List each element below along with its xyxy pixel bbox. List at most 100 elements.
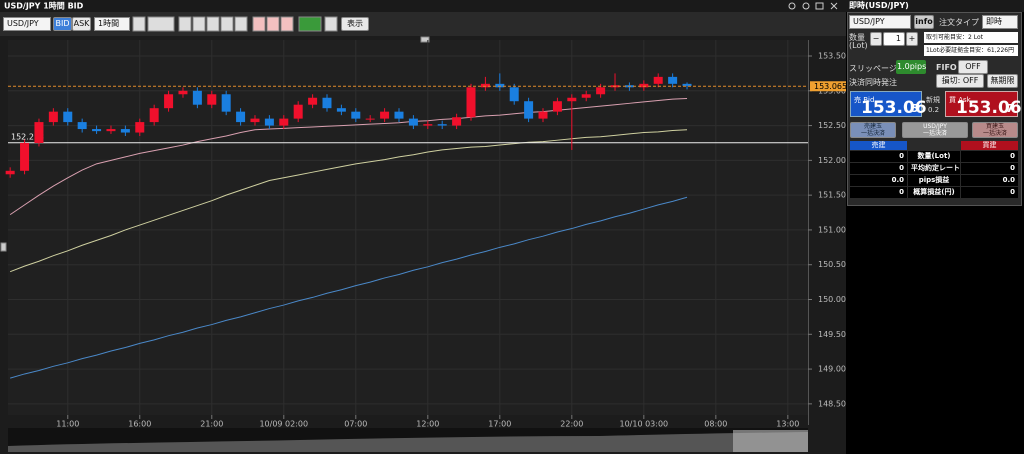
icon-btn[interactable] — [178, 16, 192, 32]
timeframe-select[interactable]: 1時間 — [94, 17, 130, 31]
qty-plus[interactable]: + — [906, 32, 918, 46]
candle-body — [351, 111, 361, 119]
bid-button[interactable]: BID — [53, 17, 72, 31]
position-cell: 概算損益(円) — [908, 187, 960, 198]
expiry-button[interactable]: 無期限 — [987, 74, 1018, 88]
candle-body — [538, 111, 548, 119]
candle-body — [524, 101, 534, 119]
icon-btn[interactable] — [266, 16, 280, 32]
y-tick-label: 151.000 — [818, 225, 846, 234]
qty-label: (Lot) — [849, 41, 868, 50]
icon-btn[interactable] — [147, 16, 175, 32]
info-button[interactable]: info — [914, 15, 934, 29]
position-cell: 0.0 — [850, 175, 907, 186]
close-icon[interactable] — [830, 2, 838, 10]
last-price-box — [810, 81, 846, 92]
candle-body — [322, 97, 332, 109]
y-tick-label: 152.000 — [818, 156, 846, 165]
candle-body — [552, 101, 562, 112]
candle-body — [34, 122, 44, 143]
y-tick-label: 150.500 — [818, 260, 846, 269]
btn-line: 一括決済 — [982, 130, 1007, 137]
candle-body — [178, 90, 188, 95]
candle-body — [653, 76, 663, 84]
tradable-info: 取引可能目安：2 Lot — [924, 32, 1018, 43]
icon-btn[interactable] — [132, 16, 146, 32]
slippage-label: スリッページ — [849, 64, 897, 73]
y-tick-label: 151.500 — [818, 191, 846, 200]
candle-body — [207, 94, 217, 105]
candle-body — [408, 118, 418, 126]
close-all[interactable]: USD/JPY 一括決済 — [902, 122, 968, 138]
symbol-select[interactable]: USD/JPY — [3, 17, 51, 31]
candle-body — [423, 124, 433, 126]
close-buy[interactable]: 買建玉 一括決済 — [972, 122, 1018, 138]
side-handle[interactable] — [0, 242, 7, 252]
x-tick-label: 07:00 — [344, 420, 367, 429]
candle-body — [308, 97, 318, 105]
icon-btn[interactable] — [192, 16, 206, 32]
help-icon[interactable] — [788, 2, 796, 10]
stop-button[interactable]: 損切: OFF — [936, 74, 984, 88]
candle-body — [466, 87, 476, 118]
candle-body — [668, 76, 678, 84]
navigator-window[interactable] — [733, 430, 808, 452]
candle-body — [149, 108, 159, 123]
y-tick-label: 149.000 — [818, 365, 846, 374]
popout-icon[interactable] — [815, 2, 824, 10]
x-tick-label: 16:00 — [128, 420, 151, 429]
candle-body — [135, 122, 145, 133]
ask-button[interactable]: ASK — [72, 17, 91, 31]
btn-line: 買建玉 — [985, 123, 1004, 130]
bid-pip: 5 — [911, 102, 919, 115]
fifo[interactable]: OFF — [958, 60, 988, 74]
y-tick-label: 148.500 — [818, 399, 846, 408]
candle-body — [236, 111, 246, 123]
icon-btn[interactable] — [206, 16, 220, 32]
icon-btn[interactable] — [234, 16, 248, 32]
settings-icon[interactable] — [802, 2, 810, 10]
x-tick-label: 22:00 — [560, 420, 583, 429]
y-tick-label: 153.500 — [818, 52, 846, 61]
window-title: USD/JPY 1時間 BID — [4, 1, 84, 11]
candle-body — [639, 83, 649, 88]
qty-minus[interactable]: − — [870, 32, 882, 46]
candle-body — [452, 117, 462, 126]
position-cell: pips損益 — [908, 175, 960, 186]
candle-body — [106, 129, 116, 132]
candle-body — [567, 97, 577, 102]
position-cell: 0 — [961, 163, 1018, 174]
icon-btn[interactable] — [280, 16, 294, 32]
icon-btn[interactable] — [220, 16, 234, 32]
collapse-handle[interactable] — [420, 36, 430, 43]
bid-price: 153.06 — [861, 98, 927, 118]
sell-header: 売建 — [850, 141, 907, 150]
ask-box[interactable]: 買 Ask 153.06 7 — [945, 91, 1022, 118]
candle-body — [394, 111, 404, 119]
candle-body — [192, 90, 202, 105]
title-bar — [0, 0, 846, 12]
order-type[interactable]: 即時 — [982, 15, 1018, 29]
moving-average — [9, 129, 688, 273]
toolbar-icons[interactable] — [0, 16, 430, 252]
candle-body — [77, 122, 87, 130]
icon-btn[interactable] — [252, 16, 266, 32]
qty-input[interactable]: 1 — [883, 32, 905, 46]
position-cell: 0 — [961, 151, 1018, 162]
close-sell[interactable]: 売建玉 一括決済 — [850, 122, 896, 138]
panel-symbol[interactable]: USD/JPY — [849, 15, 911, 29]
candle-body — [5, 170, 15, 175]
chart: USD/JPY 1時間 BID 148.500 149.000 149.500 150… — [0, 0, 846, 454]
icon-btn[interactable] — [324, 16, 338, 32]
window-controls[interactable] — [788, 2, 838, 10]
x-tick-label: 13:00 — [776, 420, 799, 429]
bid-box[interactable]: 売 Bid 153.06 5 — [850, 91, 927, 118]
view-button[interactable]: 表示 — [341, 17, 369, 31]
reference-label: 152.253 — [11, 132, 44, 141]
draw-btn[interactable] — [298, 16, 322, 32]
position-cell: 平均約定レート — [908, 163, 960, 174]
ask-price: 153.06 — [956, 98, 1022, 118]
candle-body — [221, 94, 231, 112]
slippage[interactable]: 1.0pips — [896, 60, 926, 74]
candle-body — [293, 104, 303, 119]
